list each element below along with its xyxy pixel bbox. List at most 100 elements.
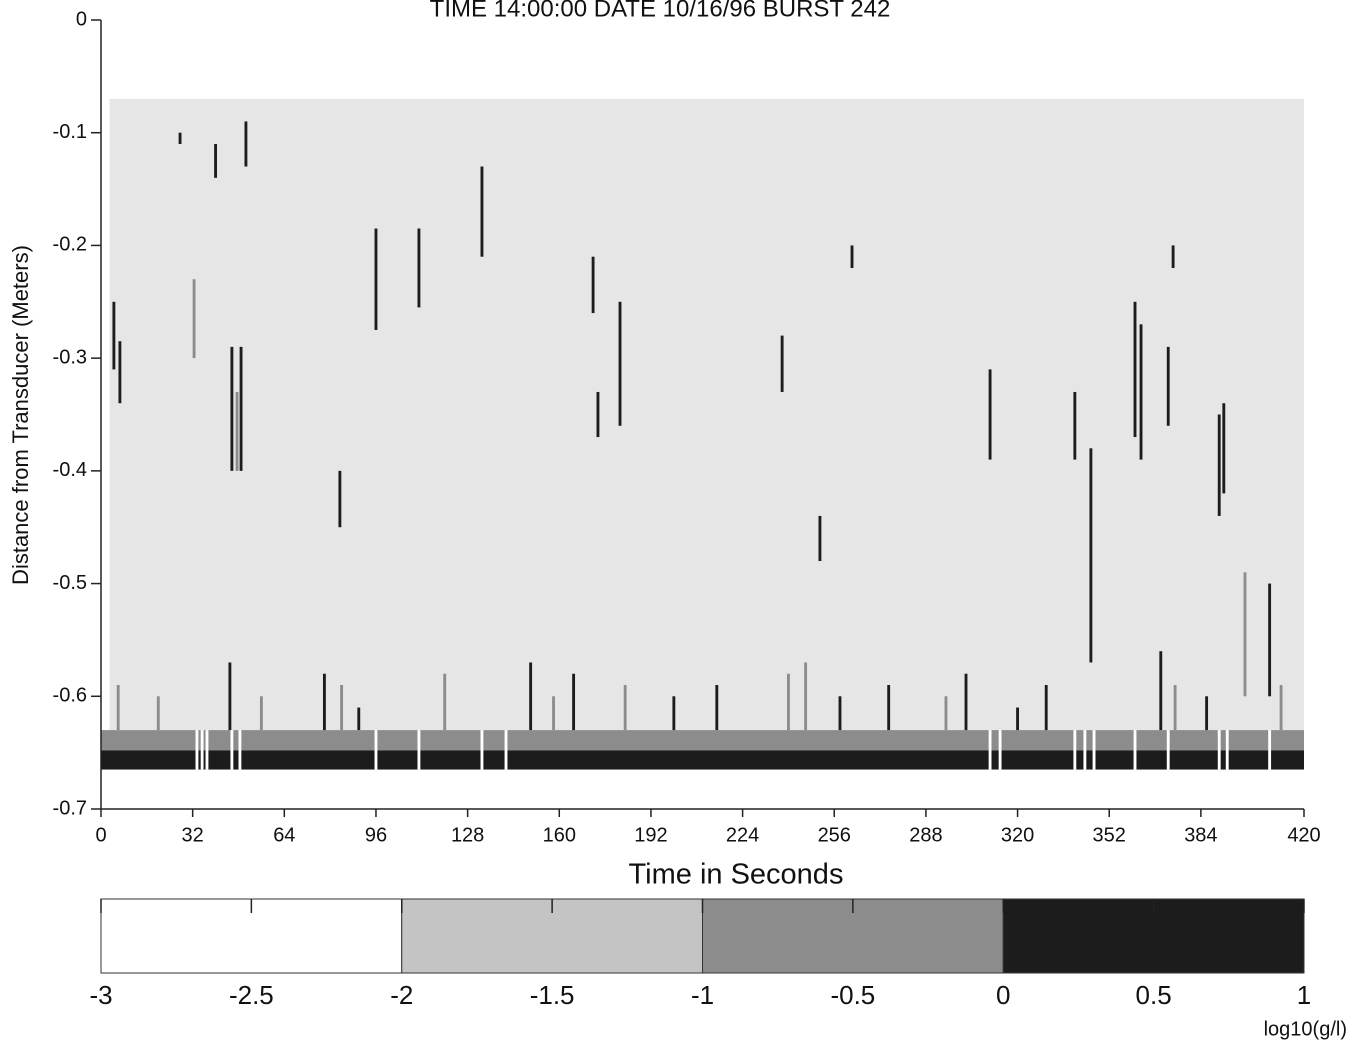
x-tick-label: 352 xyxy=(1093,824,1126,846)
streak xyxy=(672,696,676,731)
streak xyxy=(1089,448,1093,663)
streak xyxy=(195,730,199,770)
streak xyxy=(480,166,484,257)
streak xyxy=(964,673,968,731)
streak xyxy=(357,707,361,731)
x-tick-label: 420 xyxy=(1287,824,1320,846)
x-tick-label: 32 xyxy=(182,824,204,846)
streak xyxy=(1217,414,1221,516)
colorbar-tick-label: 0 xyxy=(996,980,1010,1010)
streak xyxy=(838,696,842,731)
streak xyxy=(1225,730,1229,770)
y-tick-label: -0.3 xyxy=(53,346,87,368)
x-tick-label: 160 xyxy=(543,824,576,846)
colorbar-tick-label: -0.5 xyxy=(830,980,875,1010)
y-tick-label: -0.6 xyxy=(53,685,87,707)
y-tick-label: -0.2 xyxy=(53,234,87,256)
streak xyxy=(804,662,808,731)
x-axis-label: Time in Seconds xyxy=(629,859,844,891)
colorbar-tick-label: -1.5 xyxy=(530,980,575,1010)
streak xyxy=(618,301,622,426)
streak xyxy=(1044,685,1048,731)
streak xyxy=(1073,730,1077,770)
colorbar-tick-label: -2.5 xyxy=(229,980,274,1010)
streak xyxy=(230,346,234,471)
streak xyxy=(244,121,248,167)
streak xyxy=(818,515,822,562)
streak xyxy=(1133,730,1137,770)
streak xyxy=(1222,403,1226,494)
streak xyxy=(178,132,182,144)
returns-region xyxy=(109,98,1304,731)
x-tick-label: 224 xyxy=(726,824,759,846)
streak xyxy=(504,730,508,770)
x-tick-label: 256 xyxy=(818,824,851,846)
streak xyxy=(374,228,378,330)
streak xyxy=(228,662,232,731)
streak xyxy=(572,673,576,731)
bottom-layer xyxy=(101,730,1304,751)
streak xyxy=(200,730,204,770)
streak xyxy=(230,730,234,770)
streak xyxy=(1133,301,1137,438)
y-tick-label: -0.5 xyxy=(53,572,87,594)
streak xyxy=(1016,707,1020,731)
streak xyxy=(1166,730,1170,770)
streak xyxy=(116,685,120,731)
colorbar-tick-label: -3 xyxy=(89,980,112,1010)
streak xyxy=(156,696,160,731)
colorbar-tick-label: 1 xyxy=(1297,980,1311,1010)
streak xyxy=(1092,730,1096,770)
streak xyxy=(552,696,555,731)
streak xyxy=(715,685,719,731)
streak xyxy=(235,391,239,471)
bottom-layer xyxy=(101,750,1304,770)
x-tick-label: 288 xyxy=(909,824,942,846)
x-tick-label: 64 xyxy=(273,824,295,846)
y-axis-label: Distance from Transducer (Meters) xyxy=(8,245,33,585)
streak xyxy=(998,730,1002,770)
colorbar-tick-label: -2 xyxy=(390,980,413,1010)
streak xyxy=(988,369,992,460)
x-tick-label: 384 xyxy=(1184,824,1217,846)
streak xyxy=(887,685,891,731)
x-tick-label: 320 xyxy=(1001,824,1034,846)
streak xyxy=(1243,572,1247,697)
streak xyxy=(214,143,218,178)
x-tick-label: 128 xyxy=(451,824,484,846)
x-tick-label: 192 xyxy=(634,824,667,846)
streak xyxy=(259,696,263,731)
y-tick-label: -0.4 xyxy=(53,459,87,481)
x-tick-label: 0 xyxy=(95,824,106,846)
streak xyxy=(850,245,854,268)
streak xyxy=(1073,391,1077,460)
y-tick-label: -0.7 xyxy=(53,797,87,819)
streak xyxy=(1217,730,1221,770)
streak xyxy=(340,685,344,731)
streak xyxy=(417,730,421,770)
streak xyxy=(944,696,948,731)
colorbar-label: log10(g/l) xyxy=(1264,1018,1347,1040)
streak xyxy=(1083,730,1087,770)
colorbar-tick-label: 0.5 xyxy=(1136,980,1172,1010)
streak xyxy=(480,730,484,770)
streak xyxy=(623,685,627,731)
streak xyxy=(443,673,447,731)
streak xyxy=(205,730,209,770)
streak xyxy=(238,730,242,770)
streak xyxy=(1205,696,1209,731)
chart-title: TIME 14:00:00 DATE 10/16/96 BURST 242 xyxy=(430,0,891,22)
streak xyxy=(988,730,992,770)
streak xyxy=(1139,324,1143,460)
streak xyxy=(1173,685,1177,731)
streak xyxy=(1279,685,1283,731)
streak xyxy=(192,279,196,359)
streak xyxy=(417,228,421,308)
streak xyxy=(1159,651,1163,731)
streak xyxy=(786,673,790,731)
streak xyxy=(239,346,243,471)
streak xyxy=(591,256,595,314)
y-tick-label: 0 xyxy=(76,8,87,30)
streak xyxy=(1268,730,1272,770)
